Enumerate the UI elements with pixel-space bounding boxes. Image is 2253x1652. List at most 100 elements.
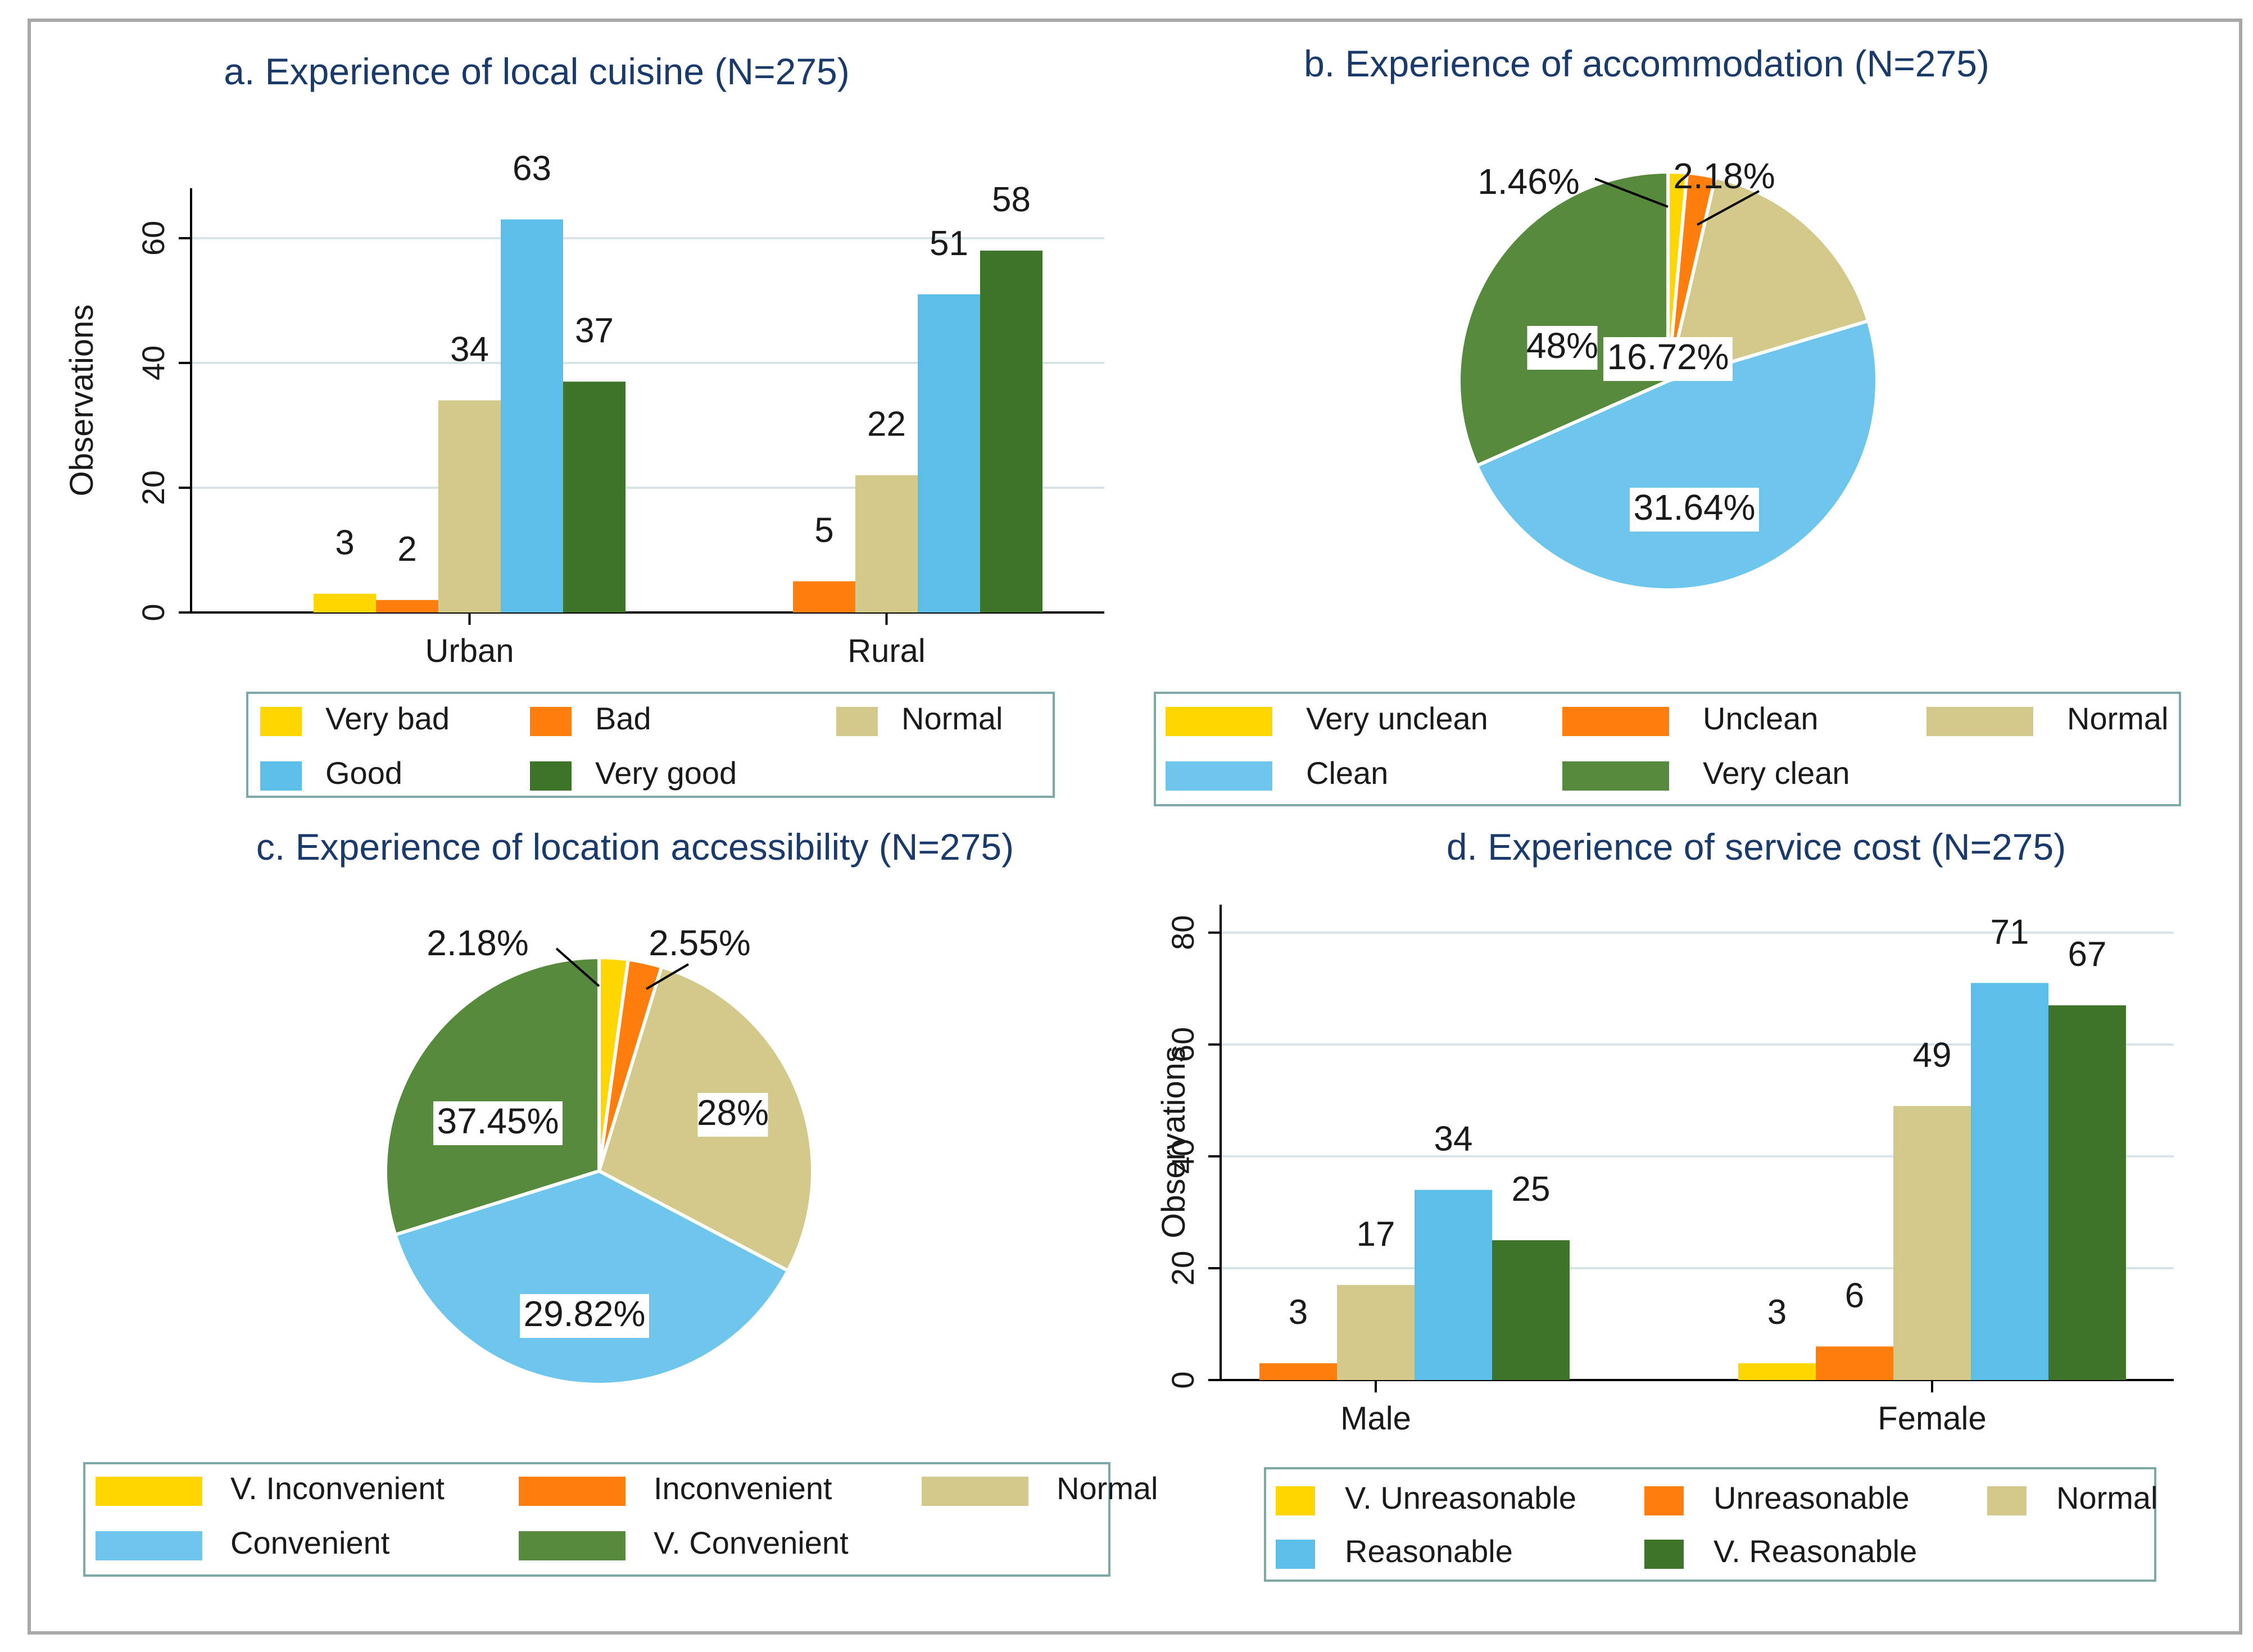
- panel-b-legend-swatch: [1166, 707, 1272, 736]
- panel-c-pie-slice: [384, 955, 601, 1237]
- panel-b-slice-label: 1.46%: [1477, 161, 1579, 202]
- panel-c-slice-label: 28%: [697, 1092, 769, 1133]
- panel-d-bar-value-label: 49: [1913, 1036, 1952, 1074]
- panel-d-y-tick-label: 40: [1165, 1139, 1200, 1174]
- panel-b-legend-label: Clean: [1306, 755, 1388, 791]
- panel-a-bar-value-label: 3: [335, 524, 354, 562]
- panel-d-bar: [1816, 1346, 1893, 1380]
- panel-c-slice-label: 29.82%: [523, 1294, 645, 1334]
- panel-d-legend-swatch: [1276, 1486, 1315, 1515]
- panel-c-legend-swatch: [922, 1477, 1028, 1506]
- panel-d-bar-value-label: 6: [1845, 1276, 1864, 1315]
- panel-d-bar: [1738, 1363, 1816, 1380]
- panel-a-legend-swatch: [260, 707, 302, 736]
- panel-a-legend-swatch: [260, 761, 302, 791]
- panel-b-legend-label: Unclean: [1703, 701, 1818, 736]
- panel-c-slice-label-bg: [520, 1294, 649, 1338]
- panel-a-bar: [855, 475, 918, 612]
- panel-a-y-tick-label: 60: [135, 221, 171, 256]
- panel-c-legend-swatch: [519, 1477, 625, 1506]
- panel-d-legend-label: Normal: [2056, 1480, 2157, 1515]
- panel-b-pie-slice: [1665, 175, 1871, 384]
- panel-a-bar: [563, 382, 625, 612]
- panel-d-bar: [2048, 1005, 2126, 1380]
- panel-a-x-tick-label: Rural: [847, 633, 926, 669]
- panel-a-bar: [918, 294, 980, 612]
- panel-a-legend-label: Very good: [595, 755, 737, 791]
- panel-d-legend-label: V. Unreasonable: [1345, 1480, 1576, 1515]
- panel-d-y-tick-label: 60: [1165, 1027, 1200, 1062]
- panel-b-legend-swatch: [1166, 761, 1272, 791]
- panel-d-bar-value-label: 34: [1434, 1120, 1473, 1159]
- panel-c-legend-label: V. Convenient: [654, 1525, 849, 1560]
- panel-c-slice-label: 37.45%: [437, 1101, 559, 1141]
- panel-c-slice-label: 2.55%: [649, 923, 750, 963]
- panel-b-slice-label: 16.72%: [1607, 337, 1729, 377]
- panel-d-y-axis-label: Observations: [1155, 1046, 1192, 1238]
- panel-d-y-tick-label: 80: [1165, 915, 1200, 950]
- panel-c-legend-swatch: [519, 1531, 625, 1560]
- panel-a-bar: [501, 219, 563, 612]
- panel-b-leader-line: [1594, 178, 1669, 208]
- panel-a-y-tick-label: 40: [135, 346, 171, 380]
- panel-d-legend-swatch: [1276, 1540, 1315, 1569]
- panel-d-legend-swatch: [1987, 1486, 2027, 1515]
- panel-c-leader-line: [645, 963, 690, 990]
- panel-a-legend-swatch: [836, 707, 878, 736]
- panel-d-bar: [1337, 1285, 1415, 1380]
- panel-a-legend-swatch: [530, 707, 572, 736]
- panel-c-location-accessibility: c. Experience of location accessibility …: [83, 826, 1158, 1577]
- panel-a-bar: [314, 593, 376, 612]
- panel-b-legend-label: Very unclean: [1306, 701, 1488, 736]
- panel-a-bar-value-label: 58: [992, 180, 1031, 219]
- panel-a-legend-swatch: [530, 761, 572, 791]
- panel-a-bar-value-label: 22: [867, 405, 906, 444]
- panel-c-slice-label-bg: [433, 1101, 563, 1145]
- panel-d-bar: [1971, 983, 2048, 1380]
- panel-c-leader-line: [555, 947, 600, 987]
- panel-c-chart-title: c. Experience of location accessibility …: [256, 826, 1014, 868]
- panel-b-leader-line: [1697, 190, 1760, 226]
- panel-a-bar-value-label: 5: [814, 511, 833, 550]
- panel-d-legend-label: V. Reasonable: [1713, 1533, 1917, 1569]
- panel-a-legend-label: Bad: [595, 701, 651, 736]
- panel-d-bar-value-label: 71: [1991, 913, 2029, 951]
- panel-d-bar-value-label: 25: [1512, 1170, 1551, 1209]
- panel-a-x-tick-label: Urban: [425, 633, 514, 669]
- panel-c-legend-label: Normal: [1057, 1471, 1158, 1506]
- panel-a-legend-box: [246, 692, 1055, 798]
- panel-b-slice-label: 48%: [1526, 325, 1598, 366]
- panel-c-legend-swatch: [96, 1477, 202, 1506]
- panel-d-legend-swatch: [1644, 1540, 1684, 1569]
- panel-d-x-tick-label: Male: [1340, 1400, 1411, 1437]
- panel-d-bar: [1259, 1363, 1337, 1380]
- panel-d-x-tick-label: Female: [1878, 1400, 1986, 1437]
- panel-d-bar-value-label: 3: [1767, 1293, 1787, 1332]
- panel-a-bar: [438, 400, 501, 612]
- panel-b-slice-label-bg: [1603, 337, 1733, 381]
- panel-d-bar: [1893, 1106, 1971, 1380]
- panel-c-legend-label: Inconvenient: [654, 1471, 832, 1506]
- panel-a-y-axis-label: Observations: [64, 305, 100, 497]
- panel-d-legend-label: Reasonable: [1345, 1533, 1513, 1569]
- panel-a-bar: [793, 581, 855, 612]
- panel-c-legend-label: V. Inconvenient: [230, 1471, 445, 1506]
- panel-d-chart-title: d. Experience of service cost (N=275): [1447, 826, 2066, 868]
- panel-c-slice-label: 2.18%: [427, 923, 528, 963]
- panel-a-bar: [376, 600, 438, 612]
- panel-c-legend-swatch: [96, 1531, 202, 1560]
- panel-c-slice-label-bg: [697, 1093, 768, 1137]
- panel-b-legend-label: Very clean: [1703, 755, 1850, 791]
- panel-d-legend-swatch: [1644, 1486, 1684, 1515]
- panel-b-legend-swatch: [1562, 761, 1669, 791]
- panel-b-slice-label: 31.64%: [1633, 487, 1755, 528]
- panel-d-legend-label: Unreasonable: [1713, 1480, 1910, 1515]
- panel-a-y-tick-label: 0: [135, 603, 171, 621]
- panel-b-pie-slice: [1457, 170, 1670, 468]
- panel-b-legend-label: Normal: [2067, 701, 2168, 736]
- panel-b-chart-title: b. Experience of accommodation (N=275): [1304, 43, 1989, 84]
- panel-a-y-tick-label: 20: [135, 470, 171, 505]
- panel-b-pie-slice: [1474, 319, 1879, 592]
- panel-d-bar-value-label: 67: [2068, 935, 2107, 974]
